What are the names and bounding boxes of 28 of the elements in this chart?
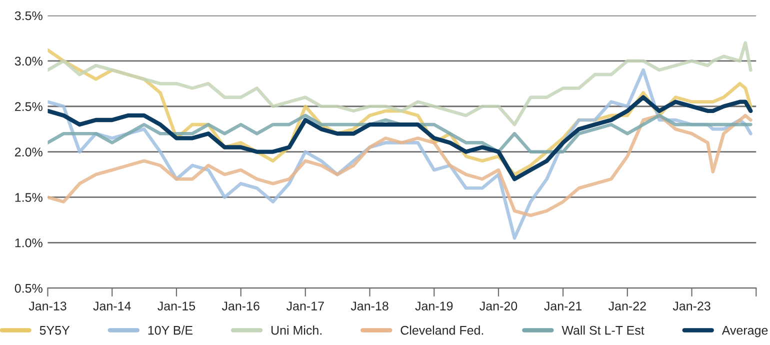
y-tick-label: 0.5%: [14, 284, 42, 293]
legend-label: Cleveland Fed.: [400, 326, 484, 335]
x-tick-label: Jan-22: [608, 302, 646, 310]
x-tick-label: Jan-16: [222, 302, 260, 310]
legend-label: Uni Mich.: [272, 326, 322, 335]
line-series: [48, 114, 752, 154]
y-tick-label: 3.0%: [14, 56, 42, 66]
x-tick-label: Jan-21: [544, 302, 582, 310]
x-tick-label: Jan-23: [672, 302, 710, 310]
x-tick-label: Jan-15: [158, 302, 196, 310]
y-tick-label: 1.0%: [15, 238, 42, 248]
legend-label: 10Y B/E: [148, 326, 192, 335]
y-tick-label: 2.5%: [15, 102, 42, 112]
line-series: [48, 114, 752, 218]
y-tick-label: 2.0%: [15, 148, 42, 156]
y-tick-label: 1.5%: [15, 193, 42, 202]
legend-label: Average: [722, 326, 768, 338]
line-series: [48, 95, 753, 182]
y-tick-label: 3.5%: [14, 11, 42, 20]
legend-label: 5Y5Y: [40, 326, 70, 335]
line-series: [48, 41, 752, 126]
x-tick-label: Jan-19: [415, 302, 453, 310]
x-tick-label: Jan-13: [28, 302, 66, 310]
x-tick-label: Jan-18: [350, 302, 388, 310]
x-tick-label: Jan-17: [286, 302, 324, 310]
x-tick-label: Jan-14: [93, 302, 131, 310]
x-tick-label: Jan-20: [480, 302, 518, 310]
legend-label: Wall St L-T Est: [562, 326, 644, 335]
